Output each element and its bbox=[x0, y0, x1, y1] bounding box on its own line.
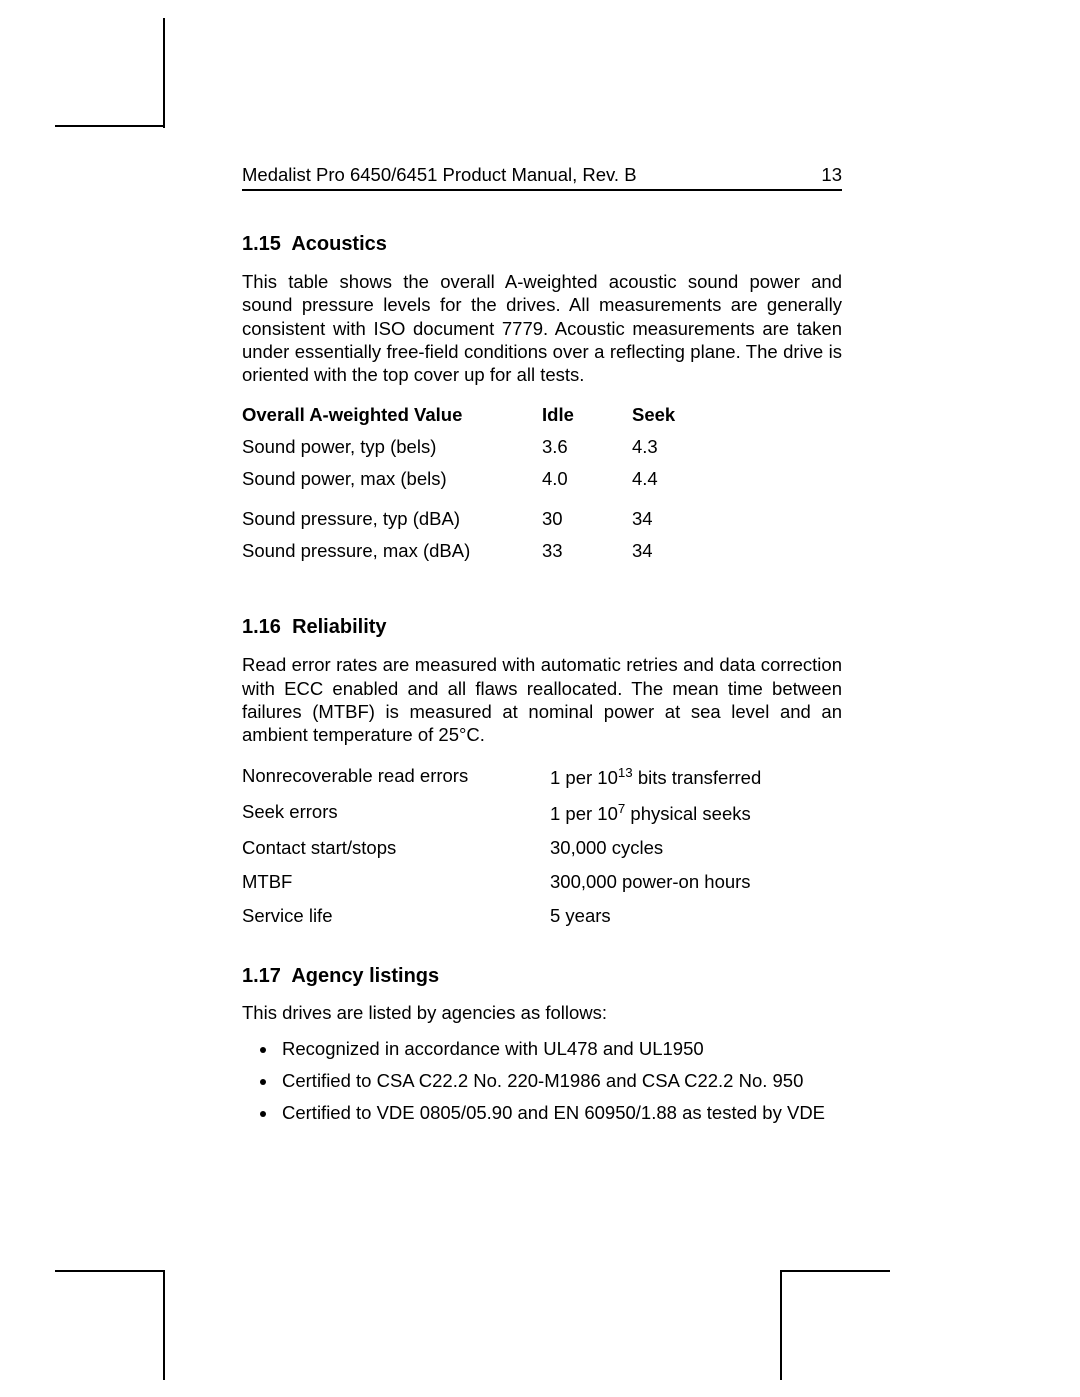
crop-mark bbox=[163, 1270, 165, 1380]
section-title-acoustics: 1.15 Acoustics bbox=[242, 233, 842, 256]
section-heading: Agency listings bbox=[291, 965, 439, 987]
section-number: 1.17 bbox=[242, 965, 281, 987]
value-sup: 13 bbox=[618, 765, 633, 780]
section-heading: Reliability bbox=[292, 616, 386, 638]
table-row: Sound power, typ (bels) 3.6 4.3 bbox=[242, 436, 842, 458]
section-heading: Acoustics bbox=[291, 233, 387, 255]
table-row: Seek errors 1 per 107 physical seeks bbox=[242, 801, 842, 825]
value-pre: 30,000 cycles bbox=[550, 837, 663, 858]
list-item: Recognized in accordance with UL478 and … bbox=[278, 1038, 842, 1060]
cell-seek: 4.4 bbox=[632, 468, 722, 490]
crop-mark bbox=[780, 1270, 782, 1380]
section-number: 1.16 bbox=[242, 616, 281, 638]
crop-mark bbox=[780, 1270, 890, 1272]
list-item: Certified to CSA C22.2 No. 220-M1986 and… bbox=[278, 1070, 842, 1092]
cell-label: Sound pressure, typ (dBA) bbox=[242, 508, 542, 530]
running-header: Medalist Pro 6450/6451 Product Manual, R… bbox=[242, 164, 842, 191]
table-row: Service life 5 years bbox=[242, 905, 842, 927]
value-pre: 300,000 power-on hours bbox=[550, 871, 751, 892]
cell-value: 300,000 power-on hours bbox=[550, 871, 842, 893]
value-pre: 1 per 10 bbox=[550, 767, 618, 788]
cell-idle: 3.6 bbox=[542, 436, 632, 458]
page-number: 13 bbox=[821, 164, 842, 186]
reliability-table: Nonrecoverable read errors 1 per 1013 bi… bbox=[242, 765, 842, 927]
cell-label: MTBF bbox=[242, 871, 550, 893]
cell-idle: 30 bbox=[542, 508, 632, 530]
acoustics-paragraph: This table shows the overall A-weighted … bbox=[242, 270, 842, 386]
table-row: MTBF 300,000 power-on hours bbox=[242, 871, 842, 893]
cell-value: 1 per 1013 bits transferred bbox=[550, 765, 842, 789]
table-row: Sound power, max (bels) 4.0 4.4 bbox=[242, 468, 842, 490]
page-content: Medalist Pro 6450/6451 Product Manual, R… bbox=[242, 164, 842, 1134]
cell-value: 30,000 cycles bbox=[550, 837, 842, 859]
agency-intro: This drives are listed by agencies as fo… bbox=[242, 1002, 842, 1024]
table-row: Sound pressure, max (dBA) 33 34 bbox=[242, 540, 842, 562]
table-row: Nonrecoverable read errors 1 per 1013 bi… bbox=[242, 765, 842, 789]
crop-mark bbox=[163, 18, 165, 128]
cell-label: Sound pressure, max (dBA) bbox=[242, 540, 542, 562]
acoustics-table: Overall A-weighted Value Idle Seek Sound… bbox=[242, 404, 842, 562]
cell-idle: 4.0 bbox=[542, 468, 632, 490]
table-head-seek: Seek bbox=[632, 404, 722, 426]
crop-mark bbox=[55, 125, 165, 127]
table-header-row: Overall A-weighted Value Idle Seek bbox=[242, 404, 842, 426]
section-title-agency: 1.17 Agency listings bbox=[242, 965, 842, 988]
cell-seek: 34 bbox=[632, 508, 722, 530]
value-post: bits transferred bbox=[633, 767, 762, 788]
cell-idle: 33 bbox=[542, 540, 632, 562]
table-head-label: Overall A-weighted Value bbox=[242, 404, 542, 426]
reliability-paragraph: Read error rates are measured with autom… bbox=[242, 653, 842, 746]
cell-value: 5 years bbox=[550, 905, 842, 927]
cell-label: Service life bbox=[242, 905, 550, 927]
crop-mark bbox=[55, 1270, 165, 1272]
agency-list: Recognized in accordance with UL478 and … bbox=[242, 1038, 842, 1124]
value-pre: 5 years bbox=[550, 905, 611, 926]
cell-label: Sound power, typ (bels) bbox=[242, 436, 542, 458]
value-pre: 1 per 10 bbox=[550, 803, 618, 824]
header-title: Medalist Pro 6450/6451 Product Manual, R… bbox=[242, 164, 637, 186]
section-number: 1.15 bbox=[242, 233, 281, 255]
page-root: Medalist Pro 6450/6451 Product Manual, R… bbox=[0, 0, 1080, 1397]
section-title-reliability: 1.16 Reliability bbox=[242, 616, 842, 639]
table-row: Sound pressure, typ (dBA) 30 34 bbox=[242, 508, 842, 530]
cell-seek: 34 bbox=[632, 540, 722, 562]
table-head-idle: Idle bbox=[542, 404, 632, 426]
cell-label: Seek errors bbox=[242, 801, 550, 825]
list-item: Certified to VDE 0805/05.90 and EN 60950… bbox=[278, 1102, 842, 1124]
cell-label: Nonrecoverable read errors bbox=[242, 765, 550, 789]
cell-seek: 4.3 bbox=[632, 436, 722, 458]
table-row: Contact start/stops 30,000 cycles bbox=[242, 837, 842, 859]
value-post: physical seeks bbox=[625, 803, 750, 824]
cell-label: Sound power, max (bels) bbox=[242, 468, 542, 490]
cell-value: 1 per 107 physical seeks bbox=[550, 801, 842, 825]
cell-label: Contact start/stops bbox=[242, 837, 550, 859]
